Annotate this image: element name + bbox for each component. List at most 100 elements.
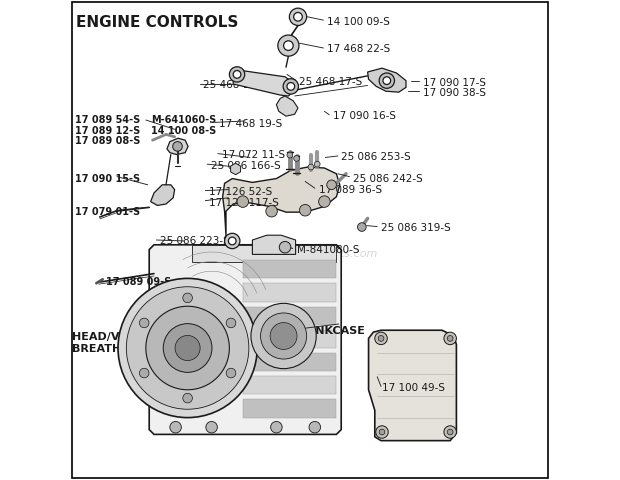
Circle shape xyxy=(294,156,299,161)
Text: 25 086 319-S: 25 086 319-S xyxy=(381,223,451,233)
Circle shape xyxy=(228,237,236,245)
Circle shape xyxy=(126,287,249,409)
Circle shape xyxy=(224,233,240,249)
Circle shape xyxy=(327,180,337,190)
Circle shape xyxy=(375,332,388,345)
Circle shape xyxy=(175,336,200,360)
Text: 25 468 15-S: 25 468 15-S xyxy=(203,81,267,90)
Text: eReplacementParts.com: eReplacementParts.com xyxy=(242,250,378,259)
Text: 17 468 19-S: 17 468 19-S xyxy=(219,119,282,129)
Circle shape xyxy=(287,83,294,90)
Circle shape xyxy=(376,426,388,438)
Circle shape xyxy=(378,336,384,341)
Circle shape xyxy=(319,196,330,207)
Circle shape xyxy=(170,421,182,433)
Circle shape xyxy=(379,429,385,435)
Text: 17 090 17-S: 17 090 17-S xyxy=(423,78,486,87)
Circle shape xyxy=(146,306,229,390)
Polygon shape xyxy=(223,167,340,236)
Circle shape xyxy=(183,293,192,303)
Circle shape xyxy=(226,368,236,378)
Circle shape xyxy=(270,323,297,349)
Text: 17 079 01-S: 17 079 01-S xyxy=(75,207,140,217)
Circle shape xyxy=(447,336,453,341)
Circle shape xyxy=(309,421,321,433)
Polygon shape xyxy=(243,376,337,395)
Text: 17 089 09-S: 17 089 09-S xyxy=(106,277,171,287)
Text: 17 090 38-S: 17 090 38-S xyxy=(423,88,486,98)
Circle shape xyxy=(444,332,456,345)
Text: 17 468 22-S: 17 468 22-S xyxy=(327,44,390,54)
Polygon shape xyxy=(243,353,337,371)
Circle shape xyxy=(140,318,149,328)
Text: 17 072 11-S: 17 072 11-S xyxy=(222,150,285,159)
Circle shape xyxy=(118,278,257,418)
Polygon shape xyxy=(167,138,188,155)
Circle shape xyxy=(447,429,453,435)
Circle shape xyxy=(183,393,192,403)
Text: 25 086 242-S: 25 086 242-S xyxy=(353,174,423,183)
Text: 17 089 12-S: 17 089 12-S xyxy=(75,126,140,135)
Circle shape xyxy=(314,161,320,167)
Circle shape xyxy=(260,313,307,359)
Text: 25 468 17-S: 25 468 17-S xyxy=(299,77,363,86)
Circle shape xyxy=(237,196,249,207)
Text: 17 100 49-S: 17 100 49-S xyxy=(382,383,445,393)
Text: 17 126 52-S: 17 126 52-S xyxy=(209,187,272,197)
Circle shape xyxy=(266,205,277,217)
Text: 25 086 223-S: 25 086 223-S xyxy=(160,236,230,246)
Text: 17 089 36-S: 17 089 36-S xyxy=(319,185,382,194)
Text: 17 090 15-S: 17 090 15-S xyxy=(75,174,140,183)
Circle shape xyxy=(379,73,394,88)
Text: 17 089 54-S: 17 089 54-S xyxy=(75,115,140,125)
Text: 14 100 09-S: 14 100 09-S xyxy=(327,17,390,26)
Polygon shape xyxy=(277,96,298,116)
Polygon shape xyxy=(243,307,337,325)
Circle shape xyxy=(226,318,236,328)
Circle shape xyxy=(251,303,316,369)
Text: 17 090 16-S: 17 090 16-S xyxy=(333,111,396,121)
Polygon shape xyxy=(149,245,341,434)
Circle shape xyxy=(444,426,456,438)
Circle shape xyxy=(229,67,245,82)
Text: ENGINE CONTROLS: ENGINE CONTROLS xyxy=(76,15,238,30)
Circle shape xyxy=(140,368,149,378)
Polygon shape xyxy=(243,330,337,348)
Circle shape xyxy=(173,142,182,151)
Text: 25 086 253-S: 25 086 253-S xyxy=(341,153,411,162)
Polygon shape xyxy=(368,68,406,92)
Polygon shape xyxy=(151,185,175,205)
Text: BREATHER: BREATHER xyxy=(73,345,138,354)
Circle shape xyxy=(163,324,212,372)
Circle shape xyxy=(206,421,218,433)
Polygon shape xyxy=(368,330,456,441)
Polygon shape xyxy=(192,245,337,262)
Polygon shape xyxy=(231,163,241,175)
Circle shape xyxy=(294,12,303,21)
Circle shape xyxy=(278,35,299,56)
Text: HEAD/VALVE/: HEAD/VALVE/ xyxy=(73,332,154,342)
Polygon shape xyxy=(243,399,337,418)
Text: 17 126 117-S: 17 126 117-S xyxy=(209,198,279,207)
Circle shape xyxy=(283,41,293,50)
Text: CRANKCASE: CRANKCASE xyxy=(291,326,366,336)
Circle shape xyxy=(299,204,311,216)
Circle shape xyxy=(233,71,241,78)
Circle shape xyxy=(358,223,366,231)
Text: 25 086 166-S: 25 086 166-S xyxy=(211,161,281,170)
Circle shape xyxy=(271,421,282,433)
Circle shape xyxy=(228,236,237,246)
Circle shape xyxy=(383,77,391,84)
Polygon shape xyxy=(252,235,296,254)
Circle shape xyxy=(290,8,307,25)
Polygon shape xyxy=(243,260,337,278)
Text: 17 089 08-S: 17 089 08-S xyxy=(75,136,140,146)
Text: M-841080-S: M-841080-S xyxy=(296,245,359,254)
Text: 14 100 08-S: 14 100 08-S xyxy=(151,126,216,135)
Circle shape xyxy=(283,79,298,94)
Circle shape xyxy=(308,164,314,170)
Polygon shape xyxy=(233,68,294,96)
Circle shape xyxy=(279,241,291,253)
Circle shape xyxy=(287,152,293,158)
Text: M-641060-S: M-641060-S xyxy=(151,115,216,125)
